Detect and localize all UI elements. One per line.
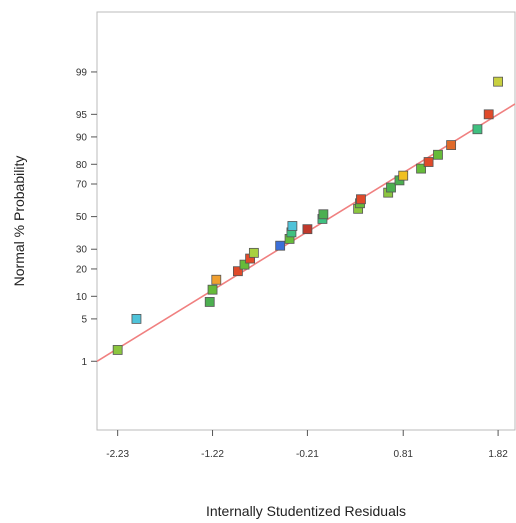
y-tick-label: 99 xyxy=(76,67,88,78)
y-axis-title: Normal % Probability xyxy=(11,156,27,287)
residual-point xyxy=(398,170,409,181)
data-points xyxy=(112,76,503,355)
residual-point xyxy=(131,313,142,324)
y-tick-label: 90 xyxy=(76,132,88,143)
x-axis: -2.23 -1.22 -0.21 0.81 1.82 xyxy=(106,430,508,460)
residual-point xyxy=(112,345,123,355)
x-tick-label: -2.23 xyxy=(106,449,129,460)
residual-point xyxy=(472,124,483,135)
residual-point xyxy=(232,266,243,277)
residual-point xyxy=(446,140,457,150)
y-tick-label: 30 xyxy=(76,245,88,256)
residual-point xyxy=(416,163,426,174)
residual-point xyxy=(287,221,298,231)
y-tick-label: 80 xyxy=(76,160,88,171)
residual-point xyxy=(493,76,503,87)
x-axis-title: Internally Studentized Residuals xyxy=(206,503,406,519)
residual-point xyxy=(302,224,313,235)
y-tick-label: 20 xyxy=(76,264,88,275)
y-tick-label: 5 xyxy=(81,314,87,325)
residual-point xyxy=(356,194,366,205)
residual-point xyxy=(204,297,215,307)
y-tick-label: 50 xyxy=(76,212,88,223)
residual-point xyxy=(239,259,250,270)
residual-point xyxy=(423,157,434,167)
residual-point xyxy=(275,240,286,251)
residual-point xyxy=(318,209,329,220)
residual-point xyxy=(433,149,443,160)
residual-point xyxy=(248,247,259,258)
residual-point xyxy=(386,182,396,193)
x-tick-label: -0.21 xyxy=(296,449,319,460)
x-tick-label: 1.82 xyxy=(488,449,508,460)
y-axis: 1 5 10 20 30 50 70 80 90 95 99 xyxy=(76,67,97,368)
residual-point xyxy=(211,274,222,285)
y-tick-label: 70 xyxy=(76,180,88,191)
plot-area-frame xyxy=(96,11,516,431)
y-tick-label: 10 xyxy=(76,292,88,303)
x-tick-label: -1.22 xyxy=(201,449,224,460)
y-tick-label: 95 xyxy=(76,110,88,121)
y-tick-label: 1 xyxy=(81,357,87,368)
residual-point xyxy=(483,109,494,120)
x-tick-label: 0.81 xyxy=(393,449,413,460)
residual-point xyxy=(207,284,218,295)
